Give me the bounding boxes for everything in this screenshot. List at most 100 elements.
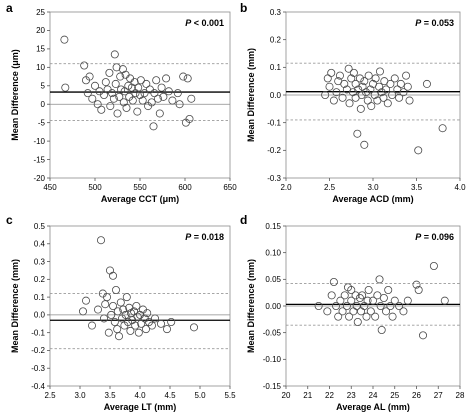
- data-point: [83, 89, 92, 98]
- panel-letter: c: [6, 213, 13, 227]
- x-axis-title: Average ACD (mm): [332, 194, 413, 204]
- data-point: [133, 312, 142, 321]
- data-point: [136, 76, 145, 85]
- data-point: [183, 74, 192, 83]
- y-tick-label: -0.05: [263, 328, 282, 337]
- data-point: [97, 236, 106, 245]
- data-point: [115, 332, 124, 341]
- y-tick-label: 0.4: [34, 240, 46, 249]
- data-point: [116, 72, 125, 81]
- data-point: [88, 321, 97, 330]
- data-point: [342, 301, 351, 310]
- data-point: [101, 300, 110, 309]
- x-tick-label: 3.5: [411, 183, 423, 192]
- data-point: [419, 331, 428, 340]
- panel-letter: d: [240, 213, 247, 227]
- data-point: [113, 109, 122, 118]
- data-point: [110, 50, 119, 59]
- x-tick-label: 2.0: [280, 183, 292, 192]
- x-tick-label: 3.0: [367, 183, 379, 192]
- data-point: [379, 293, 388, 302]
- data-point: [189, 323, 198, 332]
- data-point: [344, 64, 353, 73]
- data-point: [153, 94, 162, 103]
- data-point: [97, 105, 106, 114]
- data-point: [332, 88, 341, 97]
- y-tick-label: 0.0: [34, 311, 46, 320]
- y-tick-label: -0.3: [267, 174, 281, 183]
- y-tick-label: -0.2: [267, 146, 281, 155]
- data-point: [386, 301, 395, 310]
- data-point: [138, 96, 147, 105]
- data-point: [349, 68, 358, 77]
- y-tick-label: -0.1: [31, 328, 45, 337]
- p-value-text: = 0.096: [421, 232, 454, 242]
- data-point: [128, 96, 137, 105]
- data-point: [100, 91, 109, 100]
- y-tick-label: -0.15: [263, 382, 282, 391]
- data-point: [347, 285, 356, 294]
- data-point: [363, 296, 372, 305]
- panel-c: c -0.4 -0.3 -0.2 -0.1 0.0 0.1 0.2 0.3 0.4 0.5 2.5 3.…: [6, 213, 236, 412]
- x-tick-label: 4.5: [164, 391, 176, 400]
- data-point: [179, 72, 188, 81]
- data-point: [187, 94, 196, 103]
- data-point: [110, 317, 119, 326]
- data-point: [112, 285, 121, 294]
- p-value-symbol: P: [415, 232, 422, 242]
- data-point: [351, 291, 360, 300]
- data-point: [377, 88, 386, 97]
- data-point: [323, 307, 332, 316]
- data-point: [347, 74, 356, 83]
- p-value-text: = 0.053: [421, 18, 454, 28]
- x-tick-label: 28: [456, 391, 465, 400]
- data-point: [440, 296, 449, 305]
- data-point: [429, 261, 438, 270]
- data-point: [101, 78, 110, 87]
- p-value-text: = 0.018: [191, 232, 224, 242]
- data-point: [323, 74, 332, 83]
- data-point: [399, 88, 408, 97]
- data-point: [119, 305, 128, 314]
- y-tick-label: 0.0: [270, 91, 282, 100]
- data-point: [388, 312, 397, 321]
- data-point: [134, 328, 143, 337]
- x-axis-title: Average LT (mm): [104, 402, 177, 412]
- y-tick-label: 0.10: [265, 248, 281, 257]
- data-point: [357, 307, 366, 316]
- data-point: [109, 94, 118, 103]
- data-point: [340, 79, 349, 88]
- data-point: [375, 275, 384, 284]
- y-tick-label: 0.05: [265, 275, 281, 284]
- data-point: [357, 91, 366, 100]
- x-tick-label: 21: [303, 391, 312, 400]
- data-point: [132, 301, 141, 310]
- y-tick-label: -15: [33, 155, 45, 164]
- data-point: [155, 109, 164, 118]
- data-point: [388, 91, 397, 100]
- data-point: [91, 81, 100, 90]
- data-point: [355, 74, 364, 83]
- x-tick-label: 23: [347, 391, 356, 400]
- data-point: [106, 102, 115, 111]
- x-tick-label: 25: [390, 391, 399, 400]
- data-point: [360, 77, 369, 86]
- data-point: [85, 72, 94, 81]
- y-tick-label: 25: [36, 8, 45, 17]
- y-tick-label: 10: [36, 63, 45, 72]
- data-point: [124, 317, 133, 326]
- x-tick-label: 4.0: [134, 391, 146, 400]
- data-point: [100, 314, 109, 323]
- data-point: [382, 307, 391, 316]
- panel-d: d -0.15 -0.10 -0.05 0.00 0.05 0.10 0.15 20 21 22 23…: [240, 213, 465, 412]
- data-point: [175, 100, 184, 109]
- y-tick-label: 0: [41, 100, 46, 109]
- data-point: [353, 129, 362, 138]
- data-point: [60, 35, 69, 44]
- data-point: [345, 312, 354, 321]
- y-tick-label: -5: [38, 118, 46, 127]
- data-point: [356, 104, 365, 113]
- data-point: [124, 81, 133, 90]
- data-point: [405, 96, 414, 105]
